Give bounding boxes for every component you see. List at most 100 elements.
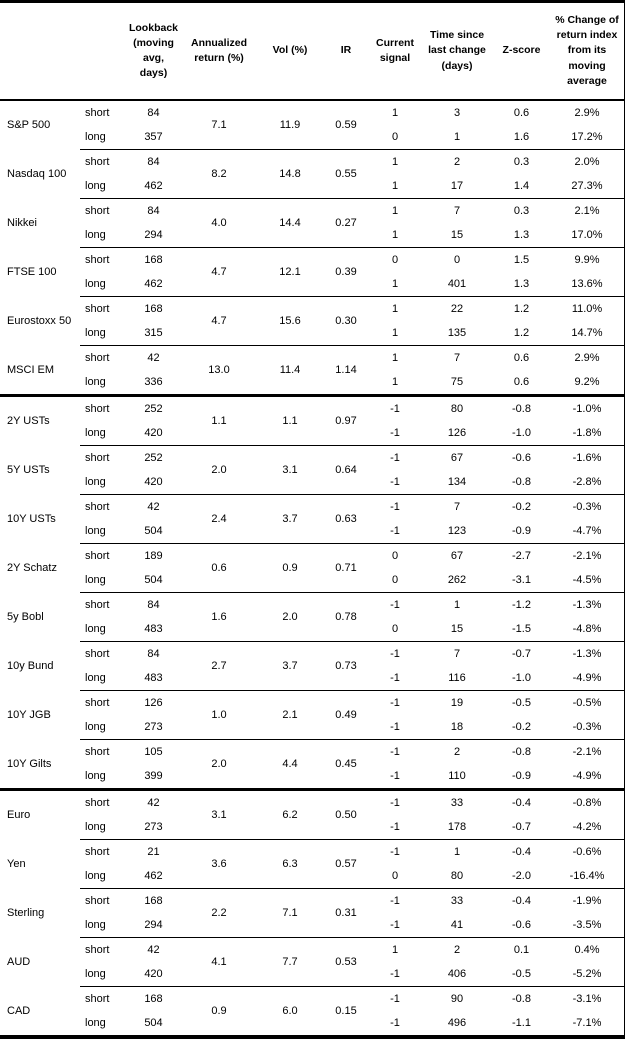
current-signal-value: 0 xyxy=(391,574,399,586)
current-signal-value: 1 xyxy=(391,180,399,192)
vol-value: 14.4 xyxy=(257,198,323,248)
current-signal-value: 0 xyxy=(369,543,421,568)
ir-value: 0.27 xyxy=(323,198,369,248)
horizon-label: short xyxy=(80,149,126,174)
z-score-value: 1.3 xyxy=(513,278,530,290)
vol-value: 1.1 xyxy=(257,394,323,446)
asset-group-nasdaq-100: Nasdaq 100 short 84 8.2 14.8 0.55 1 2 0.3 2.0% lon… xyxy=(0,149,625,199)
lookback-value: 336 xyxy=(144,376,163,388)
time-since-value: 1 xyxy=(453,131,461,143)
col-header-pct-change: % Change of return index from its moving… xyxy=(550,1,625,101)
table-row: S&P 500 short 84 7.1 11.9 0.59 1 3 0.6 2.9% xyxy=(0,100,625,131)
time-since-value: 7 xyxy=(421,641,493,666)
vol-value: 0.9 xyxy=(257,543,323,593)
lookback-value: 105 xyxy=(126,739,181,764)
horizon-label: short xyxy=(80,345,126,370)
vol-value: 3.7 xyxy=(257,641,323,691)
time-since-value: 33 xyxy=(421,888,493,913)
annualized-return-value: 2.0 xyxy=(181,445,257,495)
time-since-value: 22 xyxy=(421,296,493,321)
asset-name: 5y Bobl xyxy=(7,611,44,623)
z-score-value: -0.9 xyxy=(512,770,531,782)
current-signal-value: -1 xyxy=(369,739,421,764)
lookback-value: 462 xyxy=(144,278,163,290)
horizon-label: short xyxy=(80,690,126,715)
table-row: Eurostoxx 50 short 168 4.7 15.6 0.30 1 22 1.2 11.… xyxy=(0,296,625,346)
time-since-value: 80 xyxy=(450,870,464,882)
pct-change-value: 17.0% xyxy=(571,229,603,241)
z-score-value: 1.6 xyxy=(513,131,530,143)
pct-change-value: -4.9% xyxy=(572,770,602,782)
time-since-value: 116 xyxy=(448,672,466,684)
lookback-value: 84 xyxy=(126,641,181,666)
table-row: long 273 -1 178 -0.7 -4.2% xyxy=(0,815,625,840)
pct-change-value: 14.7% xyxy=(571,327,603,339)
lookback-value: 42 xyxy=(126,494,181,519)
table-row: long 399 -1 110 -0.9 -4.9% xyxy=(0,764,625,790)
asset-name: MSCI EM xyxy=(7,363,55,376)
table-row: 10Y USTs short 42 2.4 3.7 0.63 -1 7 -0.2 -0.3% xyxy=(0,494,625,544)
table-row: 10Y Gilts short 105 2.0 4.4 0.45 -1 2 -0.8 -2.1% xyxy=(0,739,625,790)
table-row: long 462 1 401 1.3 13.6% xyxy=(0,272,625,297)
lookback-value: 84 xyxy=(126,592,181,617)
vol-value: 14.8 xyxy=(257,149,323,199)
asset-group-s-p-500: S&P 500 short 84 7.1 11.9 0.59 1 3 0.6 2.9% long 35… xyxy=(0,100,625,150)
current-signal-value: 0 xyxy=(391,870,399,882)
asset-name: 10Y Gilts xyxy=(7,757,52,770)
current-signal-value: -1 xyxy=(369,839,421,864)
pct-change-value: 17.2% xyxy=(571,131,603,143)
time-since-value: 496 xyxy=(447,1017,467,1029)
horizon-label: long xyxy=(85,229,106,241)
z-score-value: -1.1 xyxy=(512,1017,531,1029)
vol-value: 2.0 xyxy=(257,592,323,642)
horizon-label: long xyxy=(85,721,106,733)
ir-value: 0.78 xyxy=(323,592,369,642)
current-signal-value: -1 xyxy=(390,821,400,833)
lookback-value: 483 xyxy=(144,623,163,635)
current-signal-value: -1 xyxy=(390,968,400,980)
z-score-value: -2.0 xyxy=(512,870,531,882)
table-row: Sterling short 168 2.2 7.1 0.31 -1 33 -0.4 -1.9% xyxy=(0,888,625,938)
z-score-value: -1.5 xyxy=(512,623,531,635)
table-row: long 462 1 17 1.4 27.3% xyxy=(0,174,625,199)
lookback-value: 273 xyxy=(144,721,163,733)
z-score-value: -0.5 xyxy=(512,968,531,980)
table-row: Nasdaq 100 short 84 8.2 14.8 0.55 1 2 0.3 2.0% xyxy=(0,149,625,199)
current-signal-value: 0 xyxy=(369,247,421,272)
horizon-label: short xyxy=(80,641,126,666)
current-signal-value: 1 xyxy=(369,149,421,174)
current-signal-value: 1 xyxy=(369,198,421,223)
z-score-value: 1.2 xyxy=(513,327,530,339)
time-since-value: 67 xyxy=(421,445,493,470)
lookback-value: 420 xyxy=(144,427,163,439)
ir-value: 0.49 xyxy=(323,690,369,740)
col-header-ir: IR xyxy=(323,1,369,101)
z-score-value: -0.2 xyxy=(493,494,550,519)
current-signal-value: 1 xyxy=(369,296,421,321)
z-score-value: -0.4 xyxy=(493,888,550,913)
ir-value: 0.71 xyxy=(323,543,369,593)
pct-change-value: -1.8% xyxy=(572,427,602,439)
time-since-value: 178 xyxy=(447,821,467,833)
table-row: long 483 -1 116 -1.0 -4.9% xyxy=(0,666,625,691)
time-since-value: 0 xyxy=(421,247,493,272)
lookback-value: 315 xyxy=(144,327,163,339)
current-signal-value: -1 xyxy=(369,690,421,715)
time-since-value: 401 xyxy=(447,278,467,290)
current-signal-value: -1 xyxy=(369,494,421,519)
lookback-value: 399 xyxy=(144,770,163,782)
col-header-vol: Vol (%) xyxy=(257,1,323,101)
col-header-asset xyxy=(0,1,80,101)
asset-group-ftse-100: FTSE 100 short 168 4.7 12.1 0.39 0 0 1.5 9.9% long… xyxy=(0,247,625,297)
asset-group-aud: AUD short 42 4.1 7.7 0.53 1 2 0.1 0.4% long 420 -1 40… xyxy=(0,937,625,987)
pct-change-value: 11.0% xyxy=(550,296,625,321)
pct-change-value: -4.9% xyxy=(572,672,602,684)
pct-change-value: -5.2% xyxy=(572,968,602,980)
asset-group-10y-bund: 10y Bund short 84 2.7 3.7 0.73 -1 7 -0.7 -1.3% lon… xyxy=(0,641,625,691)
annualized-return-value: 3.1 xyxy=(181,788,257,840)
pct-change-value: 27.3% xyxy=(571,180,603,192)
horizon-label: long xyxy=(85,770,106,782)
z-score-value: 1.4 xyxy=(513,180,530,192)
z-score-value: -0.5 xyxy=(493,690,550,715)
